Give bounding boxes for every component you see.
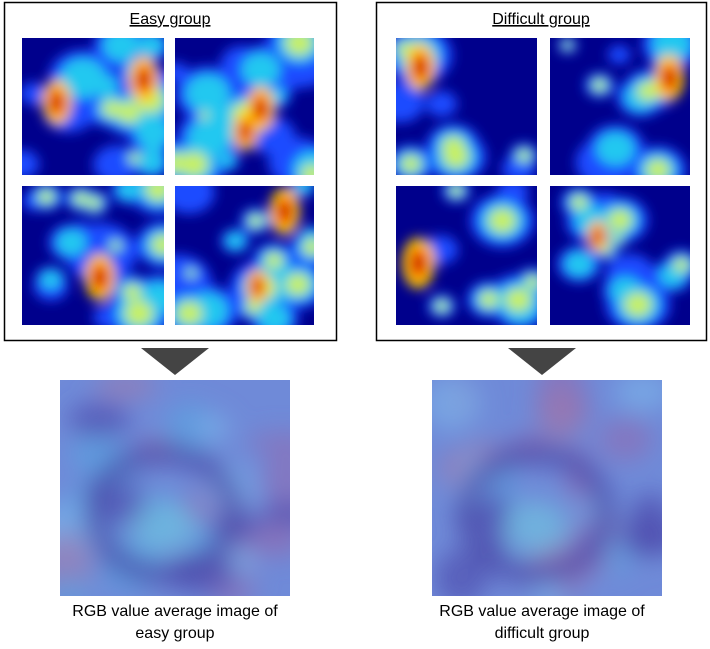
heatmap bbox=[396, 38, 537, 175]
heatmap bbox=[175, 38, 314, 175]
heatmap bbox=[396, 186, 537, 325]
average-image bbox=[60, 380, 290, 596]
group-title: Difficult group bbox=[492, 11, 590, 28]
arrow bbox=[141, 348, 209, 375]
caption: RGB value average image of bbox=[72, 603, 278, 620]
caption: difficult group bbox=[495, 625, 590, 642]
average-image bbox=[432, 380, 662, 596]
heatmap bbox=[550, 186, 690, 325]
caption: RGB value average image of bbox=[439, 603, 645, 620]
heatmap bbox=[22, 38, 164, 175]
heatmap bbox=[22, 186, 164, 325]
group-title: Easy group bbox=[130, 11, 211, 28]
arrow bbox=[508, 348, 576, 375]
heatmap bbox=[175, 186, 314, 325]
heatmap bbox=[550, 38, 690, 175]
caption: easy group bbox=[135, 625, 214, 642]
